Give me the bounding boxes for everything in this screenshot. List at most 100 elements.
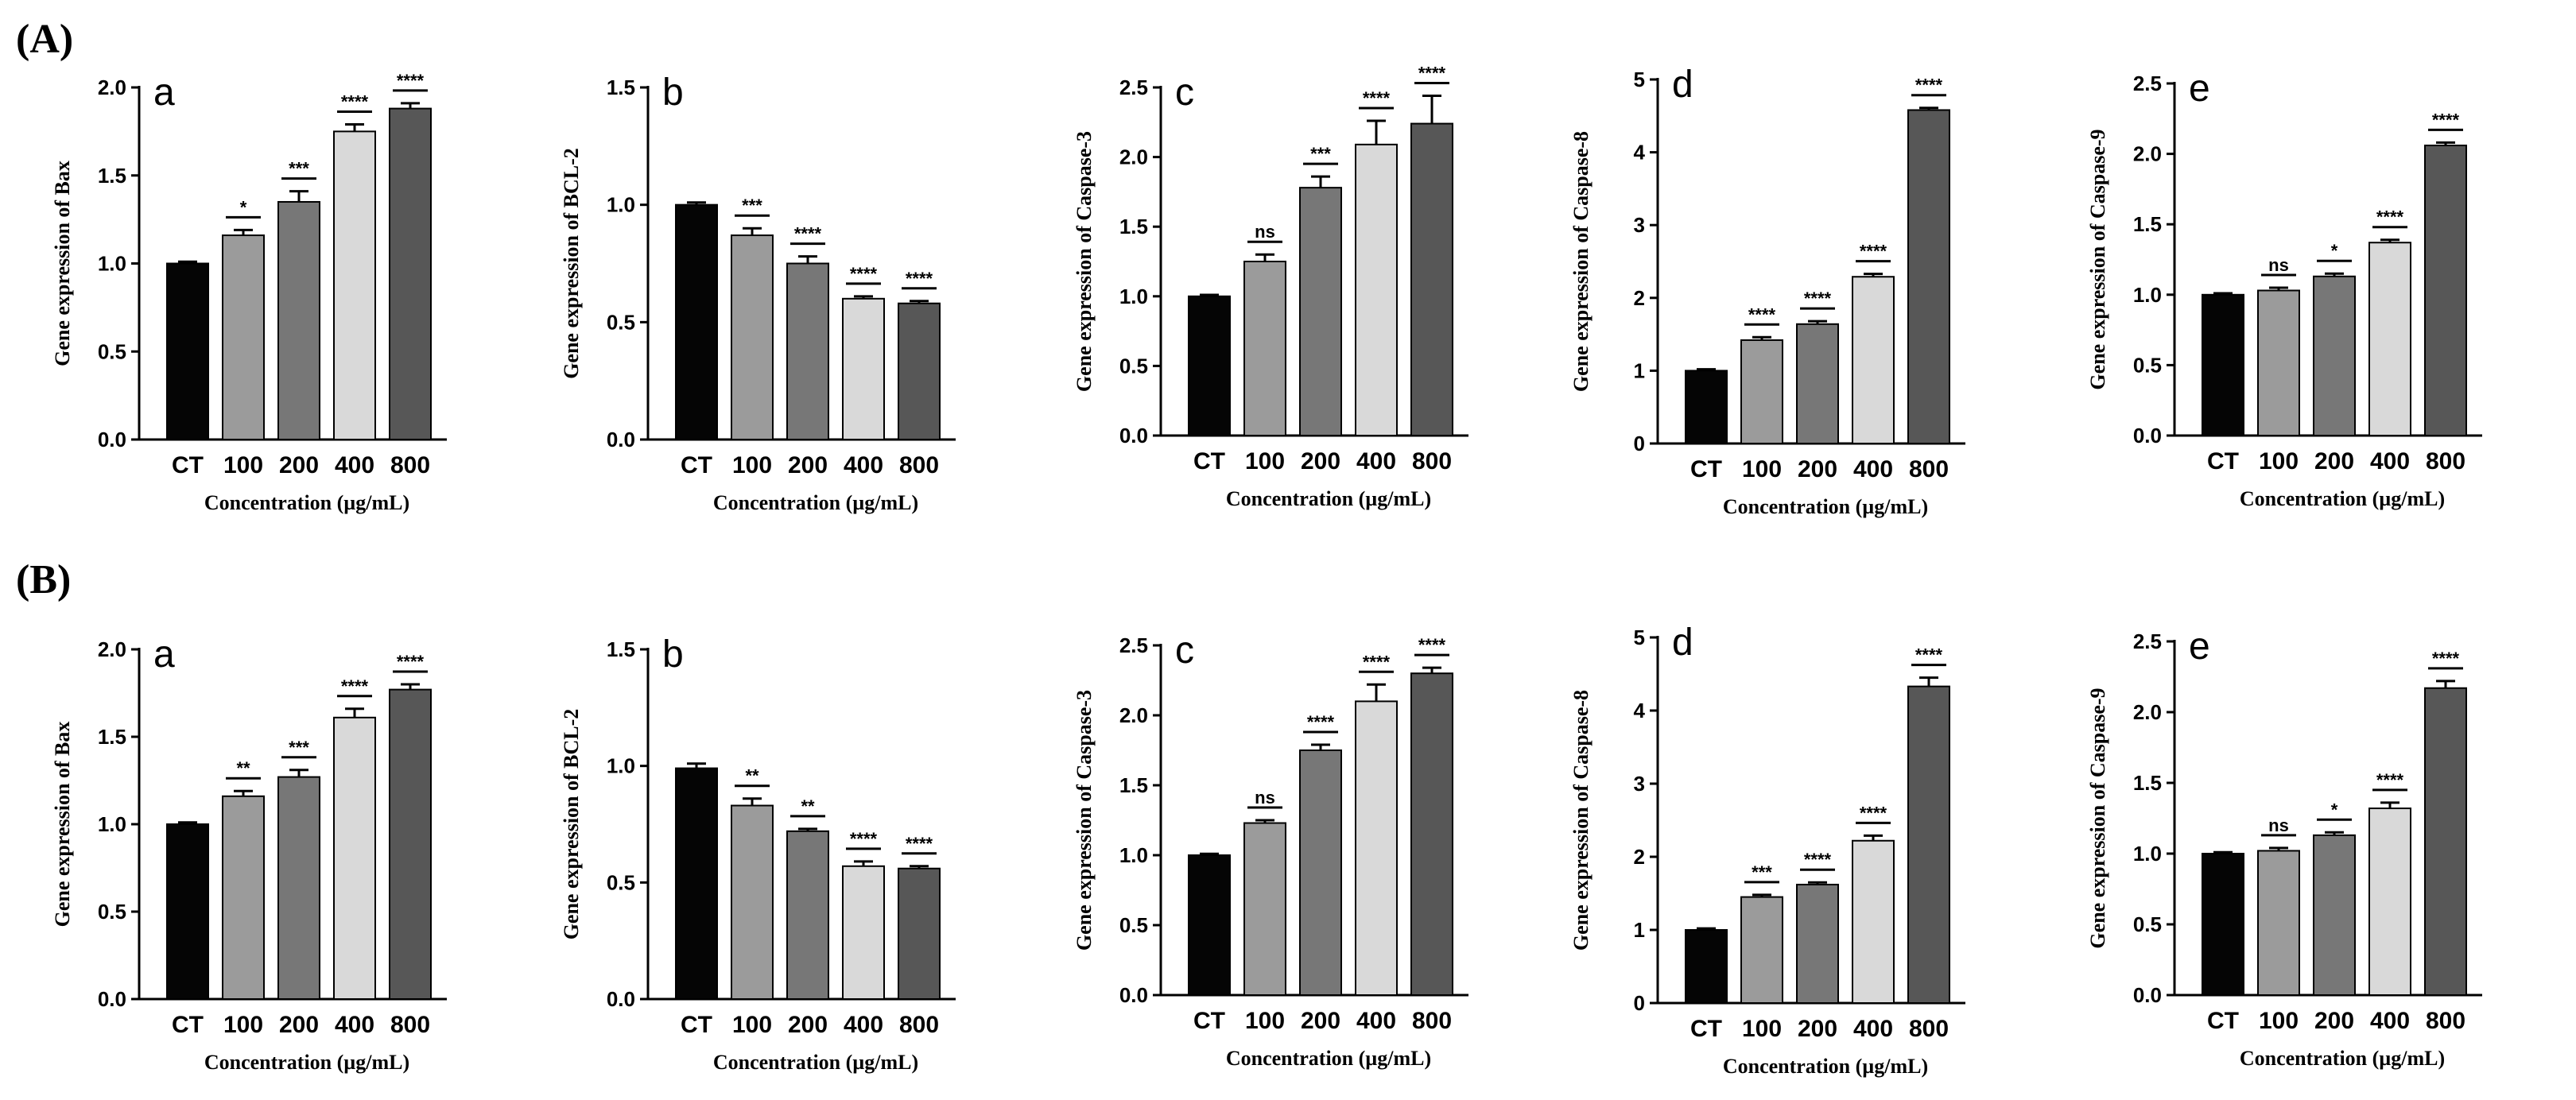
y-tick-label: 0.5 xyxy=(2133,353,2162,377)
y-tick-label: 1.5 xyxy=(1119,215,1148,238)
chart-letter: b xyxy=(662,633,684,676)
chart-letter: d xyxy=(1672,64,1693,106)
bar xyxy=(389,688,432,1000)
x-tick-label: 800 xyxy=(899,452,939,478)
x-tick-label: 200 xyxy=(788,1012,828,1038)
x-tick-label: 200 xyxy=(788,452,828,478)
chart-letter: a xyxy=(153,633,175,676)
y-tick-label: 1.5 xyxy=(1119,773,1148,797)
bar xyxy=(1907,109,1950,445)
chart-letter: c xyxy=(1175,629,1194,672)
x-tick-label: 400 xyxy=(1356,448,1396,474)
bar xyxy=(842,865,885,1001)
bar xyxy=(2424,144,2467,437)
x-axis-title: Concentration (µg/mL) xyxy=(204,1051,409,1074)
significance-label: ns xyxy=(1255,788,1275,808)
y-axis-title: Gene expression of Caspase-3 xyxy=(1073,131,1096,392)
bar xyxy=(1852,839,1895,1005)
bar xyxy=(1299,187,1342,436)
bar xyxy=(1685,929,1728,1004)
y-tick-label: 0.0 xyxy=(98,987,126,1011)
bar xyxy=(731,234,774,440)
x-tick-label: 800 xyxy=(1412,448,1452,474)
x-tick-label: CT xyxy=(1690,1016,1722,1042)
significance-label: **** xyxy=(1748,304,1776,324)
y-tick-label: 1.0 xyxy=(1119,843,1148,867)
chart-B-d: 0 1 2 3 4 5 Gene expression of Caspase-8 d CT 100… xyxy=(1569,622,1965,1078)
x-tick-label: 800 xyxy=(390,452,430,478)
x-axis-title: Concentration (µg/mL) xyxy=(2240,487,2445,510)
bar xyxy=(277,776,320,1000)
chart-letter: d xyxy=(1672,622,1693,664)
bar xyxy=(898,867,941,1000)
significance-label: ** xyxy=(745,766,759,786)
x-tick-label: 200 xyxy=(279,1012,319,1038)
bar xyxy=(389,107,432,441)
y-tick-label: 0.0 xyxy=(2133,983,2162,1007)
x-tick-label: 200 xyxy=(2314,1008,2354,1034)
x-tick-label: 400 xyxy=(2370,448,2410,474)
y-tick-label: 2.5 xyxy=(1119,633,1148,657)
y-tick-label: 5 xyxy=(1634,626,1645,649)
y-tick-label: 0.0 xyxy=(98,428,126,451)
x-tick-label: 800 xyxy=(899,1012,939,1038)
bar xyxy=(333,130,376,440)
y-tick-label: 3 xyxy=(1634,213,1645,237)
x-tick-label: 100 xyxy=(1245,1008,1285,1034)
chart-A-d: 0 1 2 3 4 5 Gene expression of Caspase-8 d CT 100… xyxy=(1569,64,1965,518)
x-tick-label: 200 xyxy=(1798,1016,1837,1042)
x-axis-title: Concentration (µg/mL) xyxy=(1226,487,1431,510)
y-tick-label: 0.5 xyxy=(98,339,126,363)
bar xyxy=(1410,122,1453,436)
y-tick-label: 0.0 xyxy=(1119,424,1148,447)
x-tick-label: 800 xyxy=(2426,1008,2465,1034)
significance-label: **** xyxy=(2432,649,2460,668)
y-tick-label: 0.0 xyxy=(607,987,635,1011)
x-axis-title: Concentration (µg/mL) xyxy=(1226,1047,1431,1070)
significance-label: **** xyxy=(1804,850,1832,870)
significance-label: **** xyxy=(1804,289,1832,308)
x-tick-label: 400 xyxy=(1853,456,1893,482)
x-tick-label: 100 xyxy=(732,452,772,478)
bar xyxy=(1796,883,1839,1004)
y-axis-title: Gene expression of Caspase-8 xyxy=(1569,690,1593,951)
x-axis-title: Concentration (µg/mL) xyxy=(1723,1055,1928,1078)
significance-label: ns xyxy=(2268,255,2289,275)
charts: 0.0 0.5 1.0 1.5 2.0 Gene expression of Bax a CT… xyxy=(51,64,2482,1078)
y-tick-label: 5 xyxy=(1634,68,1645,91)
x-axis-title: Concentration (µg/mL) xyxy=(713,1051,918,1074)
bar xyxy=(166,262,209,440)
bar xyxy=(2424,687,2467,996)
y-tick-label: 0.0 xyxy=(2133,424,2162,447)
bar xyxy=(1907,685,1950,1004)
y-tick-label: 0.5 xyxy=(607,310,635,334)
y-tick-label: 1.5 xyxy=(607,637,635,661)
x-tick-label: 100 xyxy=(1245,448,1285,474)
bar xyxy=(2202,293,2244,436)
significance-label: ns xyxy=(2268,815,2289,835)
significance-label: * xyxy=(2331,800,2338,819)
bar xyxy=(842,297,885,440)
bar xyxy=(786,262,829,440)
y-tick-label: 1.5 xyxy=(607,76,635,99)
significance-label: **** xyxy=(1363,88,1391,108)
chart-B-a: 0.0 0.5 1.0 1.5 2.0 Gene expression of Bax a CT… xyxy=(51,633,447,1074)
bar xyxy=(2257,850,2300,996)
significance-label: *** xyxy=(1310,144,1331,164)
x-tick-label: 800 xyxy=(1412,1008,1452,1034)
y-tick-label: 2 xyxy=(1634,845,1645,869)
significance-label: ** xyxy=(236,758,250,778)
chart-letter: e xyxy=(2189,626,2210,668)
bar xyxy=(1410,672,1453,996)
significance-label: **** xyxy=(397,71,425,91)
bar xyxy=(1188,295,1231,436)
y-tick-label: 3 xyxy=(1634,772,1645,796)
significance-label: ** xyxy=(801,796,815,816)
y-tick-label: 2.0 xyxy=(1119,703,1148,727)
y-tick-label: 0.5 xyxy=(2133,912,2162,936)
significance-label: **** xyxy=(906,269,933,289)
y-axis-title: Gene expression of Bax xyxy=(51,161,74,366)
significance-label: **** xyxy=(1915,76,1943,95)
y-tick-label: 0.0 xyxy=(1119,983,1148,1007)
y-axis-title: Gene expression of Caspase-3 xyxy=(1073,690,1096,951)
